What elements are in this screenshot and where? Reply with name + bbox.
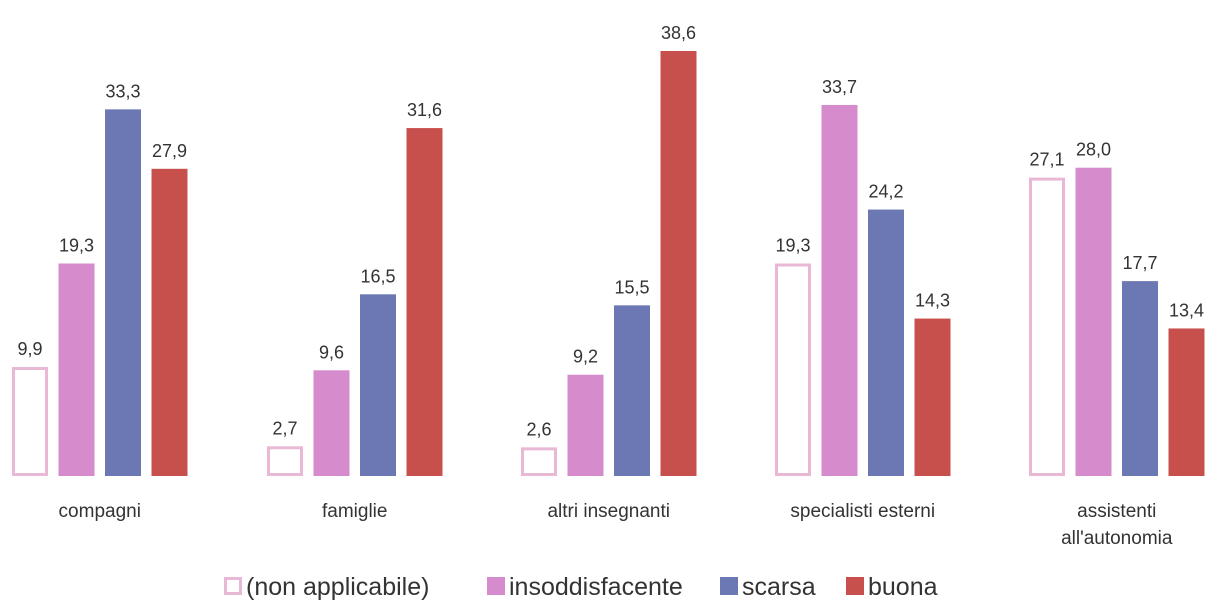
bar-nonapplicabile-4 xyxy=(1029,177,1065,476)
value-label: 14,3 xyxy=(915,291,950,311)
bar-buona-3 xyxy=(914,318,951,476)
bar-insoddisfacente-4 xyxy=(1075,167,1112,476)
legend-label: buona xyxy=(868,573,938,601)
category-label: altri insegnanti xyxy=(547,501,670,522)
bar-buona-2 xyxy=(660,51,697,476)
legend-swatch xyxy=(224,577,242,595)
bar-nonapplicabile-1 xyxy=(267,446,303,477)
legend-label: (non applicabile) xyxy=(246,573,429,601)
value-label: 38,6 xyxy=(661,23,696,43)
value-label: 9,2 xyxy=(573,347,598,367)
bar-scarsa-0 xyxy=(105,109,141,476)
value-label: 15,5 xyxy=(614,277,649,297)
bar-nonapplicabile-2 xyxy=(521,447,557,476)
value-label: 28,0 xyxy=(1076,140,1111,160)
legend-swatch xyxy=(487,577,505,595)
category-label: compagni xyxy=(59,501,141,522)
legend-label: insoddisfacente xyxy=(509,573,683,601)
value-label: 2,6 xyxy=(526,419,551,439)
value-label: 9,6 xyxy=(319,342,344,362)
value-label: 2,7 xyxy=(272,418,297,438)
value-label: 16,5 xyxy=(360,266,395,286)
legend-swatch xyxy=(846,577,864,595)
category-label: famiglie xyxy=(322,501,387,522)
value-label: 13,4 xyxy=(1169,300,1204,320)
bar-buona-4 xyxy=(1168,328,1205,476)
bar-nonapplicabile-0 xyxy=(12,366,48,476)
value-label: 24,2 xyxy=(868,182,903,202)
value-label: 33,7 xyxy=(822,77,857,97)
bar-scarsa-1 xyxy=(360,294,396,476)
bar-insoddisfacente-0 xyxy=(58,263,95,476)
bar-insoddisfacente-3 xyxy=(821,104,858,476)
value-label: 27,1 xyxy=(1029,150,1064,170)
bar-scarsa-4 xyxy=(1122,281,1158,476)
bar-insoddisfacente-2 xyxy=(567,374,604,476)
bar-insoddisfacente-1 xyxy=(313,370,350,476)
value-label: 31,6 xyxy=(407,100,442,120)
category-labels-layer: compagni famiglie altri insegnanti speciali… xyxy=(59,501,1173,549)
bar-nonapplicabile-3 xyxy=(775,263,811,476)
value-label: 19,3 xyxy=(775,236,810,256)
value-label: 27,9 xyxy=(152,141,187,161)
value-label: 17,7 xyxy=(1122,253,1157,273)
bars-layer xyxy=(12,51,1205,477)
value-label: 9,9 xyxy=(17,339,42,359)
legend-swatch xyxy=(720,577,738,595)
category-label: assistenti all'autonomia xyxy=(1061,501,1173,549)
legend: (non applicabile) insoddisfacente scarsa bu… xyxy=(224,573,938,601)
bar-scarsa-2 xyxy=(614,305,650,476)
bar-scarsa-3 xyxy=(868,209,904,476)
legend-label: scarsa xyxy=(742,573,816,601)
value-labels-layer: 9,9 19,3 33,3 27,9 2,7 9,6 16,5 31,6 2,6 9,2 15,5 3… xyxy=(17,23,1204,439)
bar-buona-0 xyxy=(151,168,188,476)
category-label: specialisti esterni xyxy=(790,501,935,522)
bar-buona-1 xyxy=(406,128,443,476)
value-label: 33,3 xyxy=(105,81,140,101)
value-label: 19,3 xyxy=(59,236,94,256)
